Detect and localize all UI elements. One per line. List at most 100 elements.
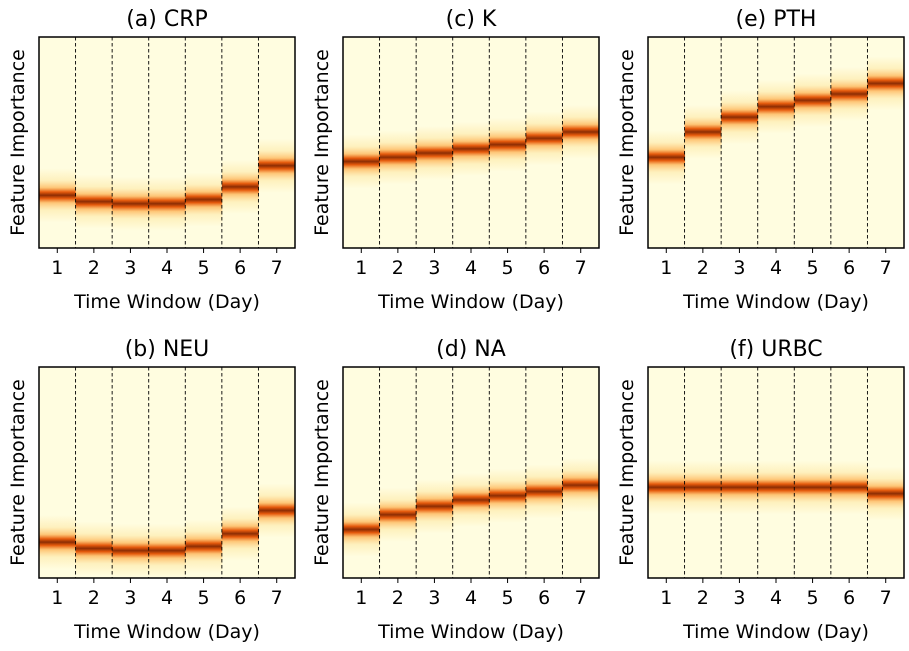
y-axis-label: Feature Importance — [311, 49, 333, 236]
band-segment — [867, 466, 904, 521]
panel-6: 1 2 3 4 5 6 7 (f) URBC Time Window (Day) Feature … — [616, 337, 905, 643]
x-tick-label: 6 — [234, 257, 246, 279]
band-group — [39, 138, 295, 231]
panel-4: 1 2 3 4 5 6 7 (d) NA Time Window (Day) Feature Im… — [311, 337, 600, 643]
x-tick-label: 3 — [428, 257, 440, 279]
band-segment — [489, 117, 527, 172]
x-axis-label: Time Window (Day) — [73, 621, 260, 643]
x-tick-label: 1 — [51, 587, 63, 609]
panel-2: 1 2 3 4 5 6 7 (b) NEU Time Window (Day) Feature I… — [7, 337, 296, 643]
x-tick-label: 7 — [271, 587, 283, 609]
band-segment — [830, 66, 868, 121]
band-segment — [721, 90, 759, 145]
panel-title: (e) PTH — [736, 7, 817, 32]
band-segment — [416, 126, 454, 181]
x-tick-label: 4 — [770, 257, 782, 279]
y-axis-label: Feature Importance — [7, 379, 29, 566]
x-tick-label: 1 — [355, 257, 367, 279]
band-segment — [343, 134, 381, 189]
x-tick-label: 2 — [88, 257, 100, 279]
y-axis-label: Feature Importance — [616, 49, 638, 236]
band-segment — [830, 460, 868, 515]
x-tick-label: 3 — [124, 257, 136, 279]
band-segment — [721, 460, 759, 515]
band-group — [648, 56, 904, 185]
x-tick-label: 2 — [697, 587, 709, 609]
band-segment — [452, 121, 490, 176]
band-segment — [562, 104, 599, 159]
panel-title: (a) CRP — [126, 7, 208, 32]
x-tick-label: 2 — [697, 257, 709, 279]
x-tick-label: 5 — [502, 587, 514, 609]
x-tick-label: 5 — [198, 257, 210, 279]
x-axis-label: Time Window (Day) — [377, 621, 564, 643]
band-segment — [39, 515, 77, 570]
panel-3: 1 2 3 4 5 6 7 (c) K Time Window (Day) Feature Imp… — [311, 7, 600, 313]
band-segment — [379, 130, 417, 185]
x-tick-label: 2 — [392, 257, 404, 279]
x-tick-label: 5 — [807, 587, 819, 609]
x-tick-label: 6 — [234, 587, 246, 609]
band-segment — [648, 130, 686, 185]
x-axis-label: Time Window (Day) — [73, 291, 260, 313]
band-segment — [867, 56, 904, 111]
x-tick-label: 1 — [660, 257, 672, 279]
x-tick-label: 1 — [660, 587, 672, 609]
x-tick-label: 1 — [355, 587, 367, 609]
band-segment — [757, 79, 795, 134]
x-tick-label: 4 — [770, 587, 782, 609]
band-segment — [794, 460, 832, 515]
band-group — [343, 104, 599, 189]
x-tick-label: 1 — [51, 257, 63, 279]
x-tick-label: 3 — [124, 587, 136, 609]
band-segment — [794, 73, 832, 128]
band-segment — [343, 502, 381, 557]
panel-1: 1 2 3 4 5 6 7 (a) CRP Time Window (Day) Feature I… — [7, 7, 296, 313]
band-segment — [416, 479, 454, 534]
y-axis-label: Feature Importance — [311, 379, 333, 566]
x-tick-label: 5 — [502, 257, 514, 279]
x-tick-label: 7 — [271, 257, 283, 279]
band-segment — [452, 472, 490, 527]
band-segment — [684, 104, 722, 159]
band-segment — [75, 174, 113, 229]
x-tick-label: 6 — [843, 587, 855, 609]
band-segment — [75, 521, 113, 576]
band-segment — [221, 159, 259, 214]
x-tick-label: 2 — [88, 587, 100, 609]
x-tick-label: 4 — [161, 587, 173, 609]
panel-title: (c) K — [446, 7, 497, 32]
x-tick-label: 4 — [161, 257, 173, 279]
band-segment — [379, 487, 417, 542]
panel-title: (d) NA — [436, 337, 506, 362]
x-tick-label: 7 — [575, 257, 587, 279]
x-axis-label: Time Window (Day) — [682, 291, 869, 313]
x-tick-label: 3 — [733, 257, 745, 279]
x-tick-label: 4 — [465, 587, 477, 609]
band-segment — [684, 460, 722, 515]
band-group — [343, 458, 599, 557]
band-segment — [39, 168, 77, 223]
x-axis-label: Time Window (Day) — [682, 621, 869, 643]
band-segment — [148, 523, 186, 578]
band-segment — [525, 111, 563, 166]
band-segment — [148, 176, 186, 231]
x-tick-label: 3 — [733, 587, 745, 609]
band-group — [39, 483, 295, 578]
x-tick-label: 6 — [843, 257, 855, 279]
panel-title: (b) NEU — [125, 337, 210, 362]
band-segment — [489, 468, 527, 523]
y-axis-label: Feature Importance — [616, 379, 638, 566]
x-tick-label: 5 — [807, 257, 819, 279]
panel-5: 1 2 3 4 5 6 7 (e) PTH Time Window (Day) Feature I… — [616, 7, 905, 313]
x-tick-label: 3 — [428, 587, 440, 609]
band-segment — [185, 519, 223, 574]
x-tick-label: 7 — [880, 587, 892, 609]
band-segment — [525, 464, 563, 519]
band-group — [648, 460, 904, 521]
panel-title: (f) URBC — [729, 337, 822, 362]
band-segment — [258, 138, 295, 193]
band-segment — [562, 458, 599, 513]
band-segment — [185, 172, 223, 227]
